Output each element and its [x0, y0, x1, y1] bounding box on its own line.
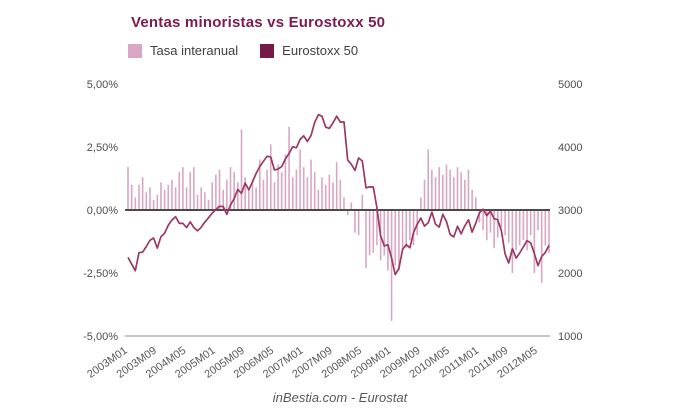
legend: Tasa interanual Eurostoxx 50	[128, 43, 380, 58]
y-axis-left-label: -5,00%	[83, 331, 118, 343]
legend-item-tasa-interanual[interactable]: Tasa interanual	[128, 43, 238, 58]
chart-title: Ventas minoristas vs Eurostoxx 50	[131, 14, 386, 31]
legend-label-tasa-interanual: Tasa interanual	[150, 43, 239, 58]
footer-source: inBestia.com - Eurostat	[272, 390, 408, 405]
legend-item-eurostoxx[interactable]: Eurostoxx 50	[260, 43, 358, 58]
y-axis-left-label: 0,00%	[87, 205, 118, 217]
y-axis-right-label: 1000	[558, 331, 582, 343]
legend-swatch-eurostoxx	[260, 43, 275, 58]
legend-label-eurostoxx: Eurostoxx 50	[282, 43, 359, 58]
y-axis-left-label: 5,00%	[87, 79, 118, 91]
legend-swatch-tasa-interanual	[128, 43, 142, 58]
y-axis-left-label: -2,50%	[83, 268, 118, 280]
y-axis-right-label: 2000	[558, 268, 582, 280]
y-axis-left-label: 2,50%	[87, 142, 118, 154]
y-axis-right-label: 4000	[558, 142, 582, 154]
eurostoxx-line	[127, 113, 550, 276]
y-axis-right-label: 3000	[558, 205, 582, 217]
y-axis-right-label: 5000	[558, 79, 582, 91]
